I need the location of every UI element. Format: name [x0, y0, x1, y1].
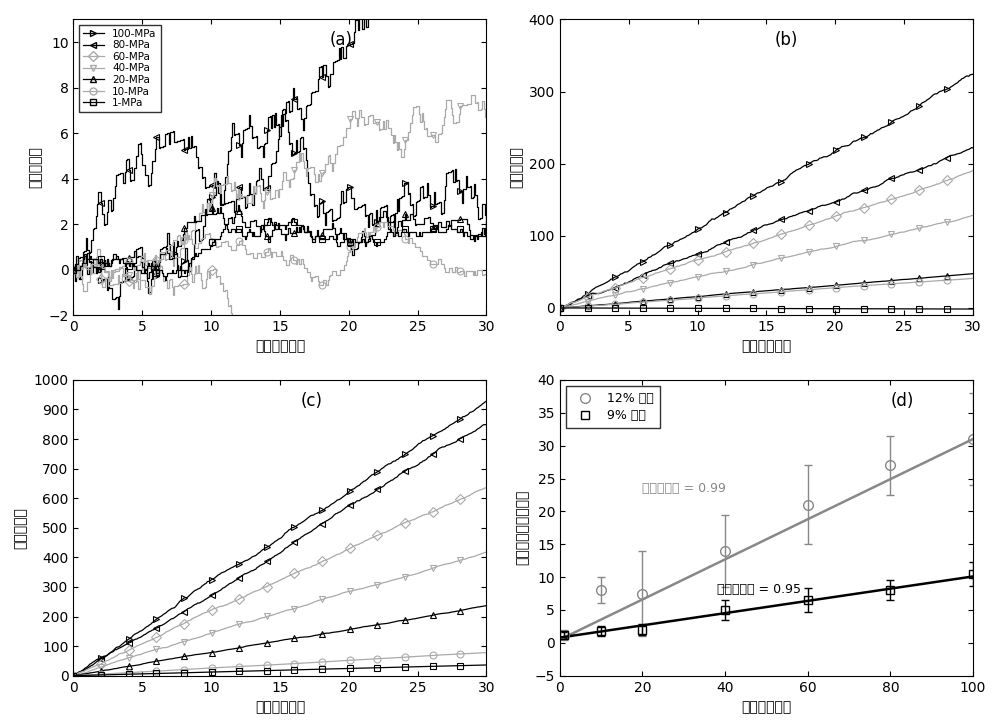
Y-axis label: 水流速（个每纳秒）: 水流速（个每纳秒）	[515, 490, 529, 566]
Legend: 12% 应变, 9% 应变: 12% 应变, 9% 应变	[566, 386, 660, 428]
Text: (c): (c)	[301, 392, 323, 410]
Text: 拟合相似度 = 0.99: 拟合相似度 = 0.99	[642, 483, 726, 495]
X-axis label: 压强（兆帕）: 压强（兆帕）	[741, 700, 792, 714]
Text: (a): (a)	[330, 31, 353, 50]
Text: 拟合相似度 = 0.95: 拟合相似度 = 0.95	[717, 583, 801, 596]
X-axis label: 时间（纳秒）: 时间（纳秒）	[741, 339, 792, 354]
X-axis label: 时间（纳秒）: 时间（纳秒）	[255, 700, 305, 714]
Legend: 100-MPa, 80-MPa, 60-MPa, 40-MPa, 20-MPa, 10-MPa, 1-MPa: 100-MPa, 80-MPa, 60-MPa, 40-MPa, 20-MPa,…	[79, 25, 161, 112]
Y-axis label: 累积水通量: 累积水通量	[14, 507, 28, 549]
Y-axis label: 累积水通量: 累积水通量	[29, 146, 43, 189]
X-axis label: 时间（纳秒）: 时间（纳秒）	[255, 339, 305, 354]
Text: (b): (b)	[775, 31, 798, 50]
Y-axis label: 累积水通量: 累积水通量	[509, 146, 523, 189]
Text: (d): (d)	[890, 392, 914, 410]
